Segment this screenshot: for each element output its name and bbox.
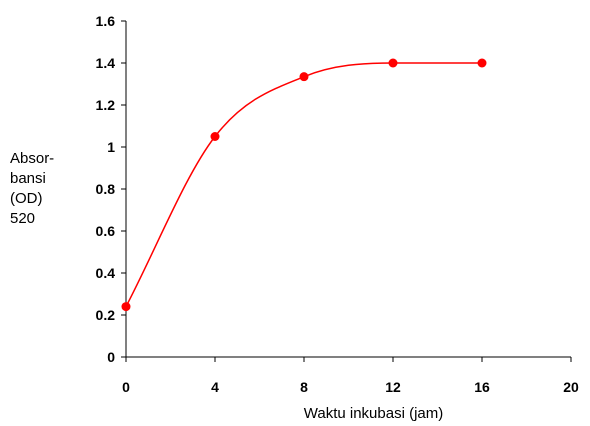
x-tick-label: 12	[385, 379, 401, 395]
y-tick-label: 0.4	[96, 265, 116, 281]
data-point	[210, 132, 220, 141]
y-tick-label: 1.6	[96, 13, 116, 29]
y-tick-label: 1.4	[96, 55, 116, 71]
y-axis-title-line: (OD)	[10, 190, 43, 207]
data-point	[388, 58, 398, 68]
data-point	[299, 72, 309, 82]
series-line	[125, 62, 482, 307]
x-tick-labels: 0 4 8 12 16 20	[122, 379, 579, 395]
y-tick-label: 0.2	[96, 307, 116, 323]
data-point	[477, 58, 487, 68]
y-tick-label: 1.2	[96, 97, 116, 113]
axes	[121, 20, 572, 362]
y-axis-title-line: Absor-	[10, 150, 54, 167]
y-axis-title-line: bansi	[10, 170, 46, 187]
y-tick-label: 0	[107, 349, 115, 365]
y-tick-label: 1	[107, 139, 115, 155]
x-tick-label: 0	[122, 379, 130, 395]
y-axis-title-line: 520	[10, 210, 35, 227]
x-tick-label: 20	[563, 379, 579, 395]
data-point	[121, 302, 131, 312]
y-tick-label: 0.6	[96, 223, 116, 239]
x-tick-label: 4	[211, 379, 219, 395]
series-group	[121, 58, 487, 312]
x-axis-title: Waktu inkubasi (jam)	[304, 405, 443, 422]
x-tick-label: 16	[474, 379, 490, 395]
x-tick-label: 8	[300, 379, 308, 395]
y-tick-labels: 0 0.2 0.4 0.6 0.8 1 1.2 1.4 1.6	[96, 13, 116, 365]
y-tick-label: 0.8	[96, 181, 116, 197]
y-axis-title: Absor- bansi (OD) 520	[10, 150, 58, 227]
